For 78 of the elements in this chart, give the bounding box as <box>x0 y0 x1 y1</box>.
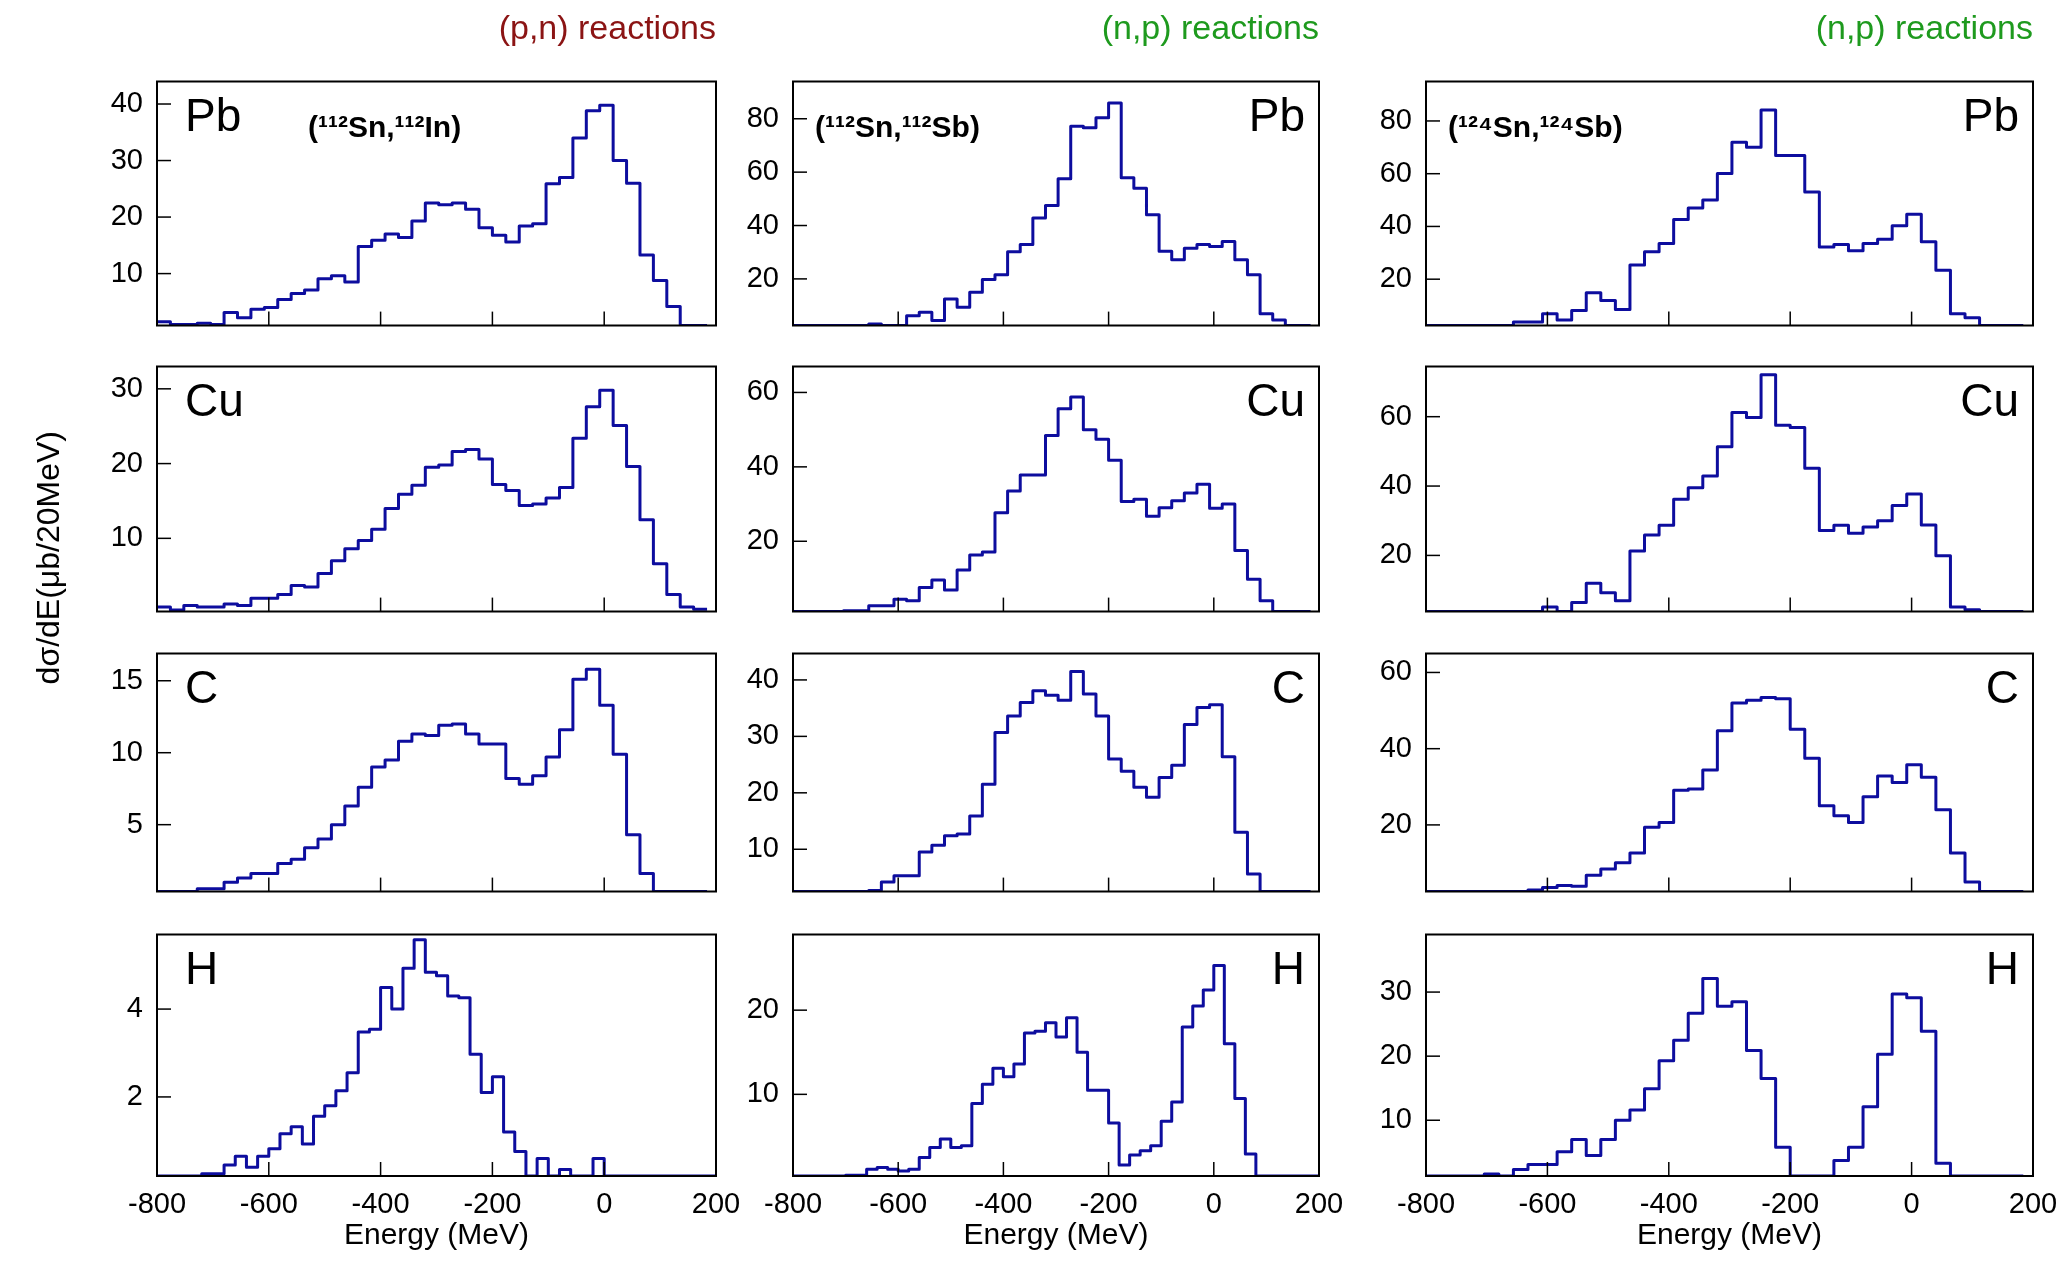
y-tick-label: 60 <box>746 154 779 187</box>
y-tick-label: 20 <box>746 260 779 293</box>
x-tick-label: -400 <box>351 1187 410 1220</box>
y-tick-label: 20 <box>1379 537 1412 570</box>
y-tick-label: 20 <box>1379 806 1412 839</box>
annotation: H <box>1271 942 1305 995</box>
y-tick-label: 40 <box>110 86 143 119</box>
x-tick-label: 200 <box>691 1187 741 1220</box>
x-tick-label: 0 <box>1903 1187 1920 1220</box>
x-tick-label: 200 <box>1294 1187 1344 1220</box>
annotation: C <box>1985 661 2019 714</box>
y-tick-label: 40 <box>1379 468 1412 501</box>
x-tick-label: -800 <box>763 1187 823 1220</box>
y-tick-label: 40 <box>746 661 779 694</box>
y-tick-label: 80 <box>746 100 779 133</box>
y-tick-label: 20 <box>1379 261 1412 294</box>
y-tick-label: 60 <box>1379 155 1412 188</box>
y-tick-label: 80 <box>1379 102 1412 135</box>
y-tick-label: 20 <box>110 199 143 232</box>
y-tick-label: 30 <box>1379 974 1412 1007</box>
x-tick-label: 0 <box>1205 1187 1222 1220</box>
annotation: H <box>185 942 219 995</box>
x-tick-label: -800 <box>127 1187 187 1220</box>
x-tick-label: -600 <box>869 1187 928 1220</box>
chart-title: (p,n) reactions <box>498 8 716 47</box>
annotation: Pb <box>185 89 242 142</box>
y-tick-label: 10 <box>1379 1102 1412 1135</box>
y-tick-label: 60 <box>1379 398 1412 431</box>
y-tick-label: 20 <box>1379 1038 1412 1071</box>
x-tick-label: -200 <box>1079 1187 1138 1220</box>
x-tick-label: -200 <box>1761 1187 1820 1220</box>
y-tick-label: 10 <box>746 831 779 864</box>
x-tick-label: 200 <box>2008 1187 2058 1220</box>
y-tick-label: 40 <box>1379 208 1412 241</box>
annotation: H <box>1985 942 2019 995</box>
annotation: Pb <box>1962 89 2019 142</box>
y-tick-label: 4 <box>126 991 143 1024</box>
x-tick-label: -800 <box>1396 1187 1456 1220</box>
y-tick-label: 40 <box>1379 730 1412 763</box>
chart-title: (n,p) reactions <box>1815 8 2033 47</box>
y-tick-label: 60 <box>746 374 779 407</box>
y-tick-label: 30 <box>110 370 143 403</box>
x-axis-title: Energy (MeV) <box>1636 1217 1823 1251</box>
annotation: Cu <box>1246 374 1305 427</box>
x-tick-label: -200 <box>463 1187 522 1220</box>
y-tick-label: 40 <box>746 448 779 481</box>
y-tick-label: 10 <box>110 255 143 288</box>
y-axis-title: dσ/dE(μb/20MeV) <box>29 431 67 685</box>
y-tick-label: 40 <box>746 207 779 240</box>
x-tick-label: -400 <box>974 1187 1033 1220</box>
annotation: (¹¹²Sn,¹¹²In) <box>307 109 462 143</box>
x-tick-label: -600 <box>1518 1187 1577 1220</box>
annotation: (¹²⁴Sn,¹²⁴Sb) <box>1448 109 1623 143</box>
y-tick-label: 30 <box>110 142 143 175</box>
x-tick-label: -600 <box>239 1187 298 1220</box>
y-tick-label: 20 <box>746 523 779 556</box>
annotation: C <box>1271 661 1305 714</box>
y-tick-label: 60 <box>1379 654 1412 687</box>
annotation: (¹¹²Sn,¹¹²Sb) <box>815 109 980 143</box>
y-tick-label: 20 <box>746 774 779 807</box>
y-tick-label: 10 <box>110 520 143 553</box>
x-tick-label: 0 <box>596 1187 613 1220</box>
y-tick-label: 30 <box>746 718 779 751</box>
y-tick-label: 20 <box>746 992 779 1025</box>
y-tick-label: 2 <box>126 1078 143 1111</box>
y-tick-label: 20 <box>110 445 143 478</box>
annotation: Cu <box>1960 374 2019 427</box>
y-tick-label: 10 <box>746 1076 779 1109</box>
x-axis-title: Energy (MeV) <box>963 1217 1149 1251</box>
annotation: Cu <box>185 374 244 427</box>
y-tick-label: 5 <box>126 806 143 839</box>
y-tick-label: 15 <box>110 662 143 695</box>
y-tick-label: 10 <box>110 734 143 767</box>
annotation: Pb <box>1248 89 1305 142</box>
x-tick-label: -400 <box>1639 1187 1698 1220</box>
chart-title: (n,p) reactions <box>1101 8 1319 47</box>
annotation: C <box>185 661 219 714</box>
x-axis-title: Energy (MeV) <box>343 1217 530 1251</box>
